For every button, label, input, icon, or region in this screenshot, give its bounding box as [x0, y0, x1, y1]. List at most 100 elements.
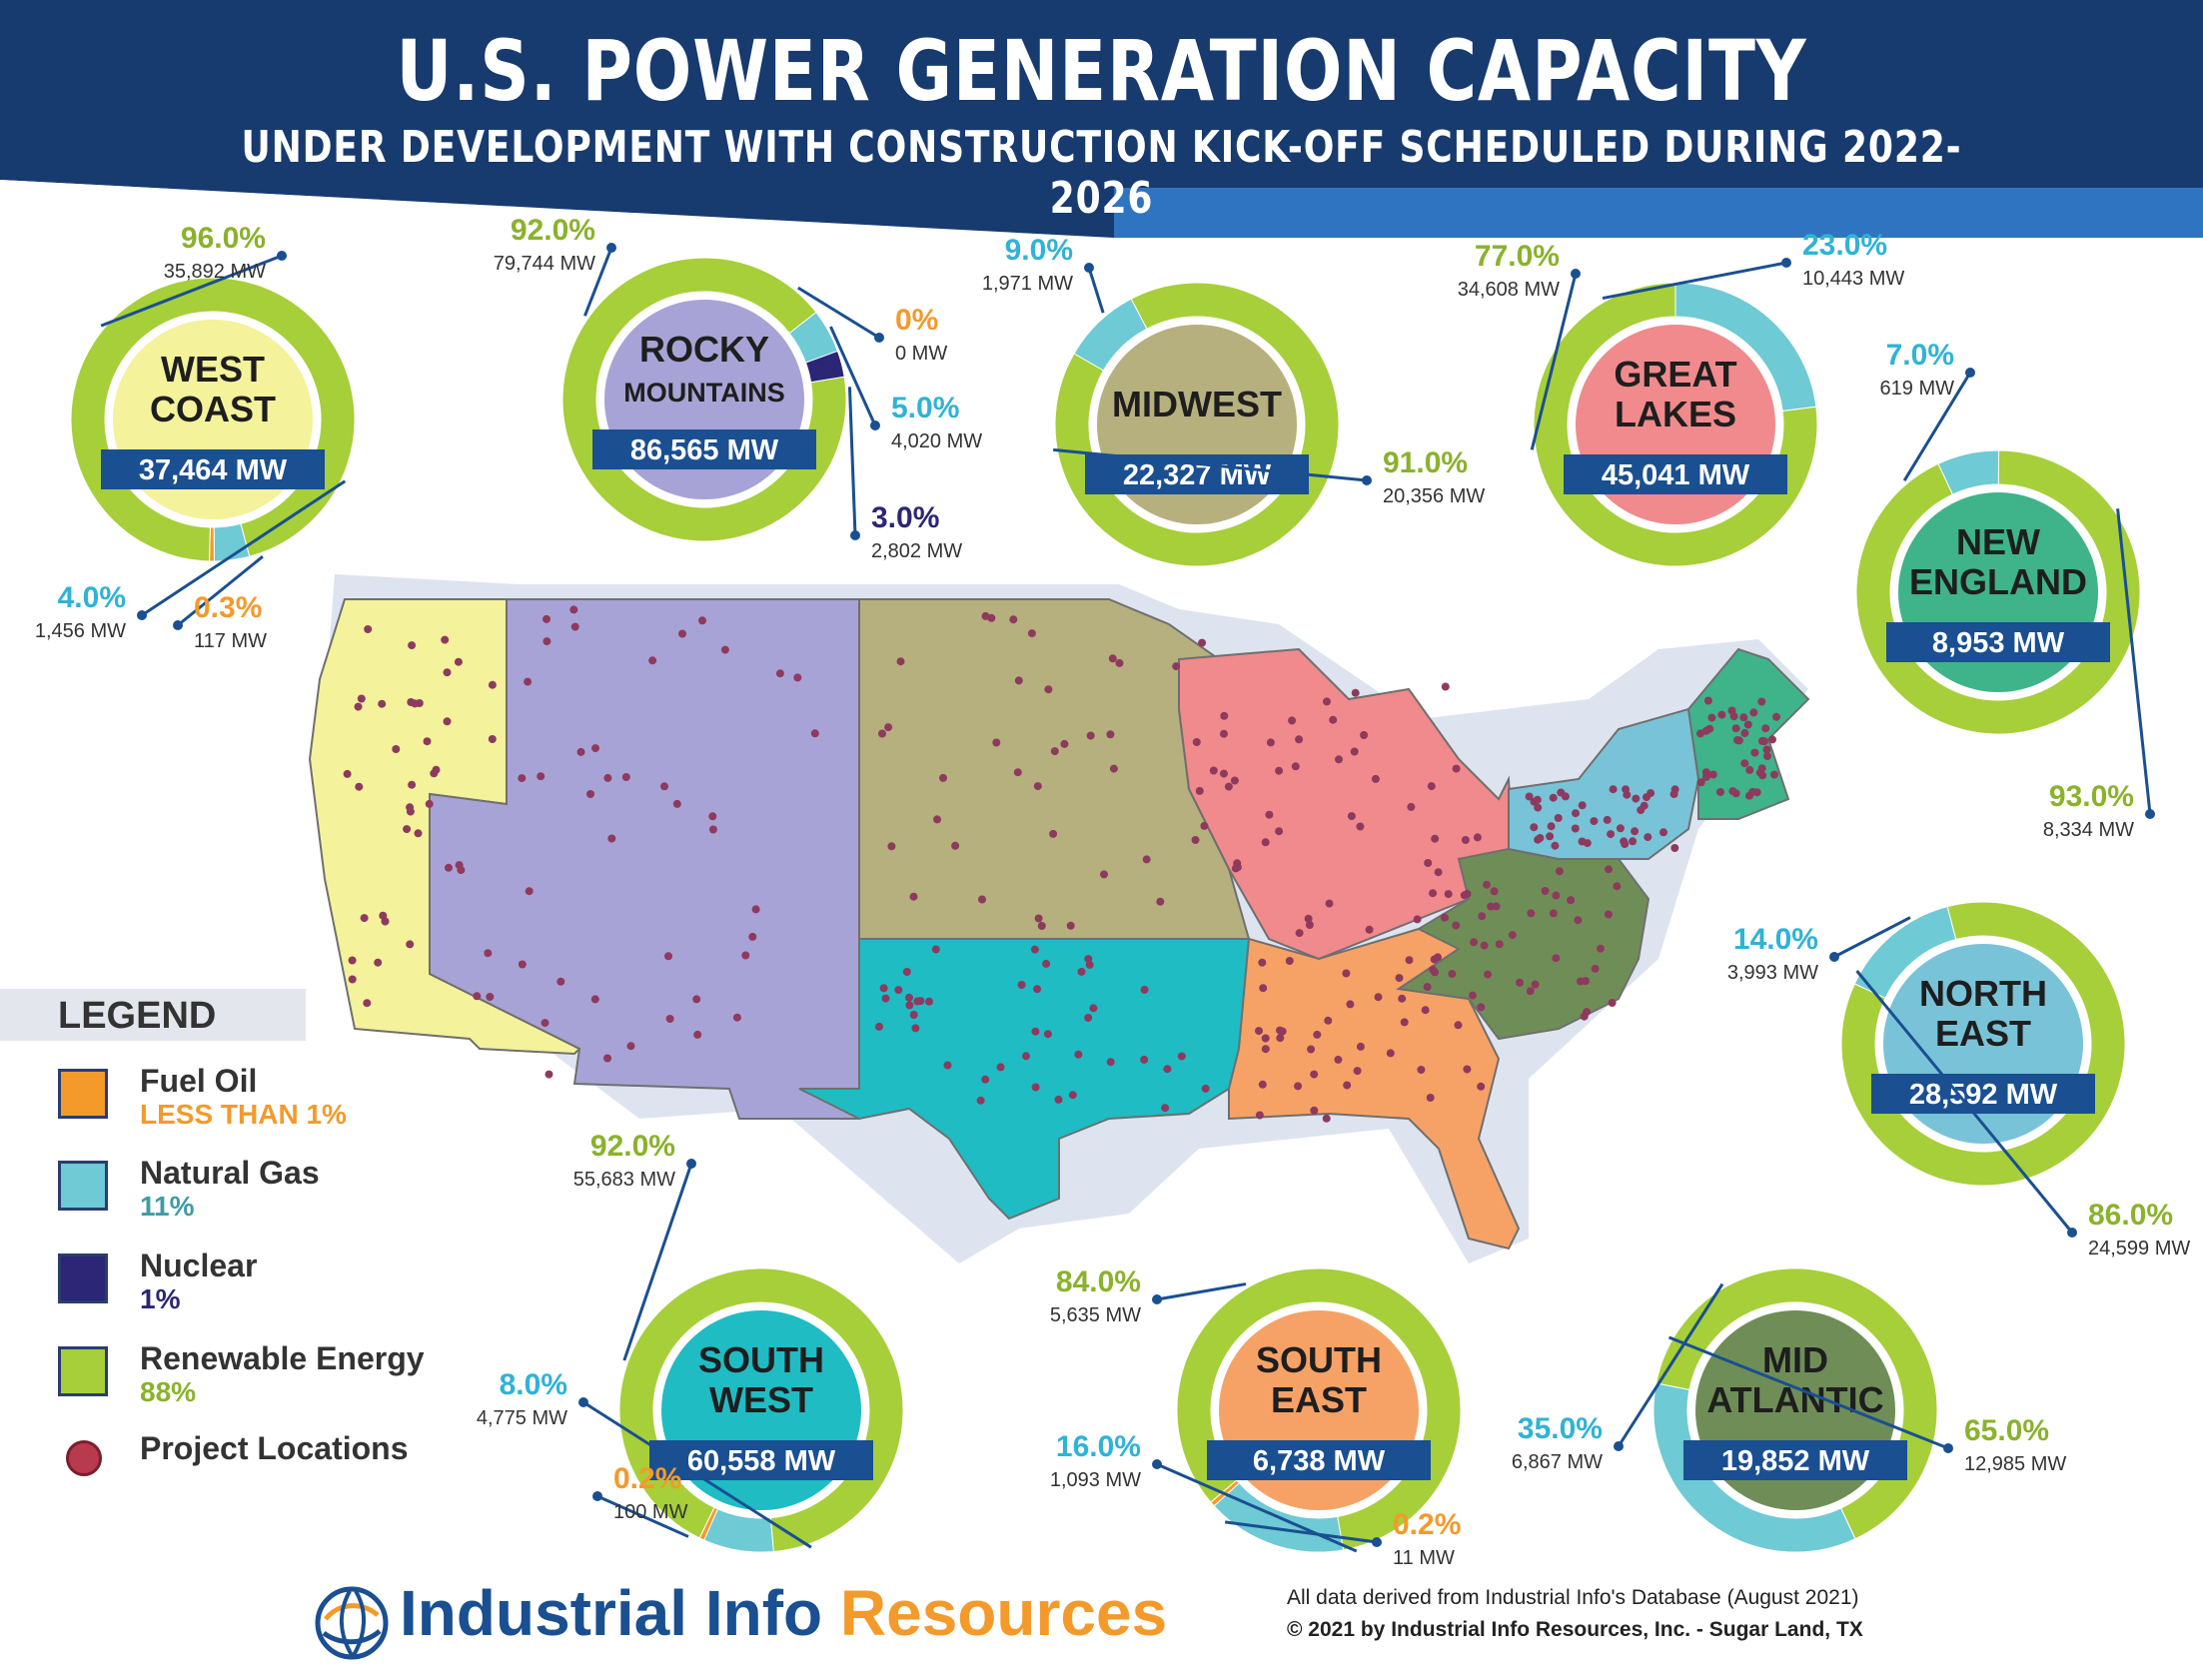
- project-dot: [1108, 654, 1117, 663]
- project-dot: [1637, 806, 1646, 815]
- project-dot: [1209, 766, 1218, 775]
- source-note: All data derived from Industrial Info's …: [1287, 1586, 1859, 1609]
- project-dot: [1631, 827, 1640, 836]
- leader-line: [1087, 267, 1105, 314]
- project-dot: [1405, 956, 1414, 965]
- project-dot: [698, 616, 706, 625]
- project-dot: [1670, 844, 1679, 852]
- slice-renewable: [1655, 1267, 1938, 1540]
- project-dot: [981, 1075, 990, 1084]
- total-banner: [1207, 1440, 1431, 1480]
- project-dot: [576, 747, 585, 756]
- project-dot: [1191, 836, 1200, 844]
- leader-line: [583, 247, 613, 317]
- project-dot: [1583, 839, 1592, 848]
- project-dot: [1265, 810, 1274, 819]
- project-dot: [1441, 682, 1450, 691]
- leader-dot: [1829, 952, 1839, 962]
- project-dot: [1763, 752, 1771, 760]
- leader-line: [847, 387, 857, 536]
- project-dot: [1398, 994, 1407, 1003]
- slice-mw: 2,802 MW: [871, 540, 962, 562]
- slice-mw: 20,356 MW: [1383, 485, 1485, 507]
- project-dot: [1323, 697, 1331, 706]
- project-dot: [1220, 769, 1228, 778]
- project-dot: [1561, 792, 1570, 801]
- project-dot: [1192, 738, 1201, 746]
- slice-mw: 79,744 MW: [494, 253, 595, 275]
- slice-percent: 7.0%: [1886, 339, 1954, 372]
- project-dot: [1578, 801, 1587, 810]
- project-dot: [1582, 977, 1590, 986]
- leader-dot: [1943, 1443, 1953, 1453]
- project-dot: [1478, 912, 1487, 921]
- project-dot: [1555, 867, 1564, 876]
- slice-percent: 16.0%: [1056, 1430, 1141, 1463]
- project-dot: [1295, 929, 1304, 938]
- project-dot: [1477, 1003, 1486, 1012]
- project-dot: [875, 1022, 883, 1031]
- leader-dot: [1571, 269, 1581, 279]
- project-dot: [1161, 1104, 1170, 1113]
- project-dot: [1009, 615, 1018, 624]
- donut-rocky-mountains: ROCKY MOUNTAINS 86,565 MW 92.0% 79,744 MW 0% 0…: [494, 214, 983, 562]
- region-name: WEST: [709, 1379, 813, 1420]
- total-banner: [1683, 1440, 1907, 1480]
- project-dot: [1552, 954, 1561, 963]
- project-dot: [1549, 909, 1558, 918]
- project-dot: [1276, 1026, 1284, 1035]
- leader-line: [622, 1163, 693, 1361]
- project-dot: [1313, 1030, 1322, 1039]
- project-dot: [1275, 766, 1284, 775]
- project-dot: [607, 834, 616, 843]
- project-dot: [1554, 814, 1563, 822]
- project-dot: [1762, 745, 1771, 754]
- project-dot: [543, 637, 551, 646]
- legend-share: 1%: [140, 1283, 181, 1314]
- legend-share: LESS THAN 1%: [140, 1099, 347, 1130]
- project-dot: [1429, 889, 1438, 898]
- slice-mw: 1,456 MW: [35, 620, 126, 642]
- region-name: SOUTH: [698, 1339, 824, 1380]
- project-dot: [1591, 964, 1600, 973]
- leader-line: [829, 326, 877, 426]
- copyright-note: © 2021 by Industrial Info Resources, Inc…: [1287, 1618, 1863, 1641]
- leader-dot: [592, 1491, 602, 1501]
- project-dot: [1360, 731, 1369, 739]
- project-dot: [1490, 887, 1499, 896]
- project-dot: [1708, 770, 1717, 779]
- project-dot: [423, 737, 432, 746]
- project-dot: [1622, 785, 1631, 794]
- project-dot: [1295, 735, 1304, 744]
- project-dot: [343, 769, 352, 778]
- project-dot: [1745, 765, 1754, 774]
- slice-percent: 96.0%: [181, 222, 266, 255]
- project-dot: [1717, 710, 1726, 719]
- leader-line: [582, 1400, 812, 1549]
- header-banner: [0, 0, 2203, 238]
- total-banner: [1085, 454, 1309, 494]
- fuel-oil-swatch: [58, 1069, 108, 1119]
- slice-percent: 0.2%: [613, 1462, 681, 1495]
- project-dot: [1305, 921, 1314, 929]
- leader-line: [1053, 447, 1368, 482]
- project-dot: [543, 614, 551, 623]
- region-total: 6,738 MW: [1253, 1445, 1386, 1477]
- leader-line: [1617, 1282, 1724, 1447]
- project-dot: [672, 799, 681, 808]
- project-dot: [403, 825, 412, 834]
- slice-mw: 11 MW: [1393, 1547, 1455, 1569]
- project-dot: [1013, 768, 1022, 777]
- project-dot: [1607, 830, 1616, 839]
- project-dot: [455, 861, 464, 870]
- project-dot: [1106, 730, 1115, 739]
- project-dot: [406, 940, 415, 949]
- project-dot: [1407, 802, 1416, 811]
- project-dot: [586, 790, 594, 798]
- project-dot: [1740, 759, 1749, 768]
- project-dot: [1536, 834, 1545, 842]
- slice-mw: 4,020 MW: [891, 430, 982, 452]
- project-dot: [1604, 910, 1613, 919]
- project-dot: [1255, 1027, 1263, 1036]
- project-dot: [1551, 841, 1560, 850]
